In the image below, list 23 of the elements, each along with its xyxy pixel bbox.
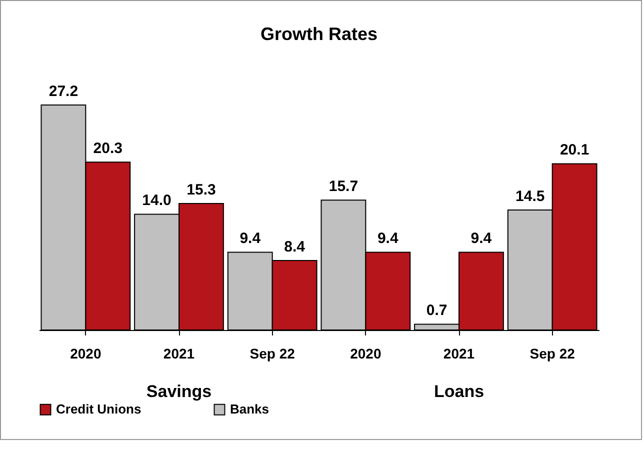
legend-label: Credit Unions [56,402,142,417]
x-tick-label: 2020 [350,346,382,362]
data-label: 9.4 [470,230,492,248]
data-label: 20.3 [93,140,122,158]
data-label: 0.7 [426,302,448,320]
x-tick-label: Sep 22 [250,346,296,362]
data-label: 27.2 [48,83,78,100]
data-label: 15.3 [186,181,216,198]
data-label: 14.0 [142,192,172,210]
text: Savings [146,382,212,401]
data-label: 20.1 [560,142,590,159]
x-tick-label: 2021 [443,346,475,362]
data-label: 15.7 [328,178,358,196]
data-label: 9.4 [240,230,262,248]
data-label: 8.4 [284,238,306,256]
legend-label: Banks [230,402,270,417]
x-tick-label: 2020 [70,346,102,362]
text: Loans [434,382,484,401]
x-tick-label: Sep 22 [530,346,576,362]
chart-title: Growth Rates [260,24,378,44]
data-label: 9.4 [377,230,399,248]
x-tick-label: 2021 [163,346,195,362]
data-label: 14.5 [516,188,545,206]
